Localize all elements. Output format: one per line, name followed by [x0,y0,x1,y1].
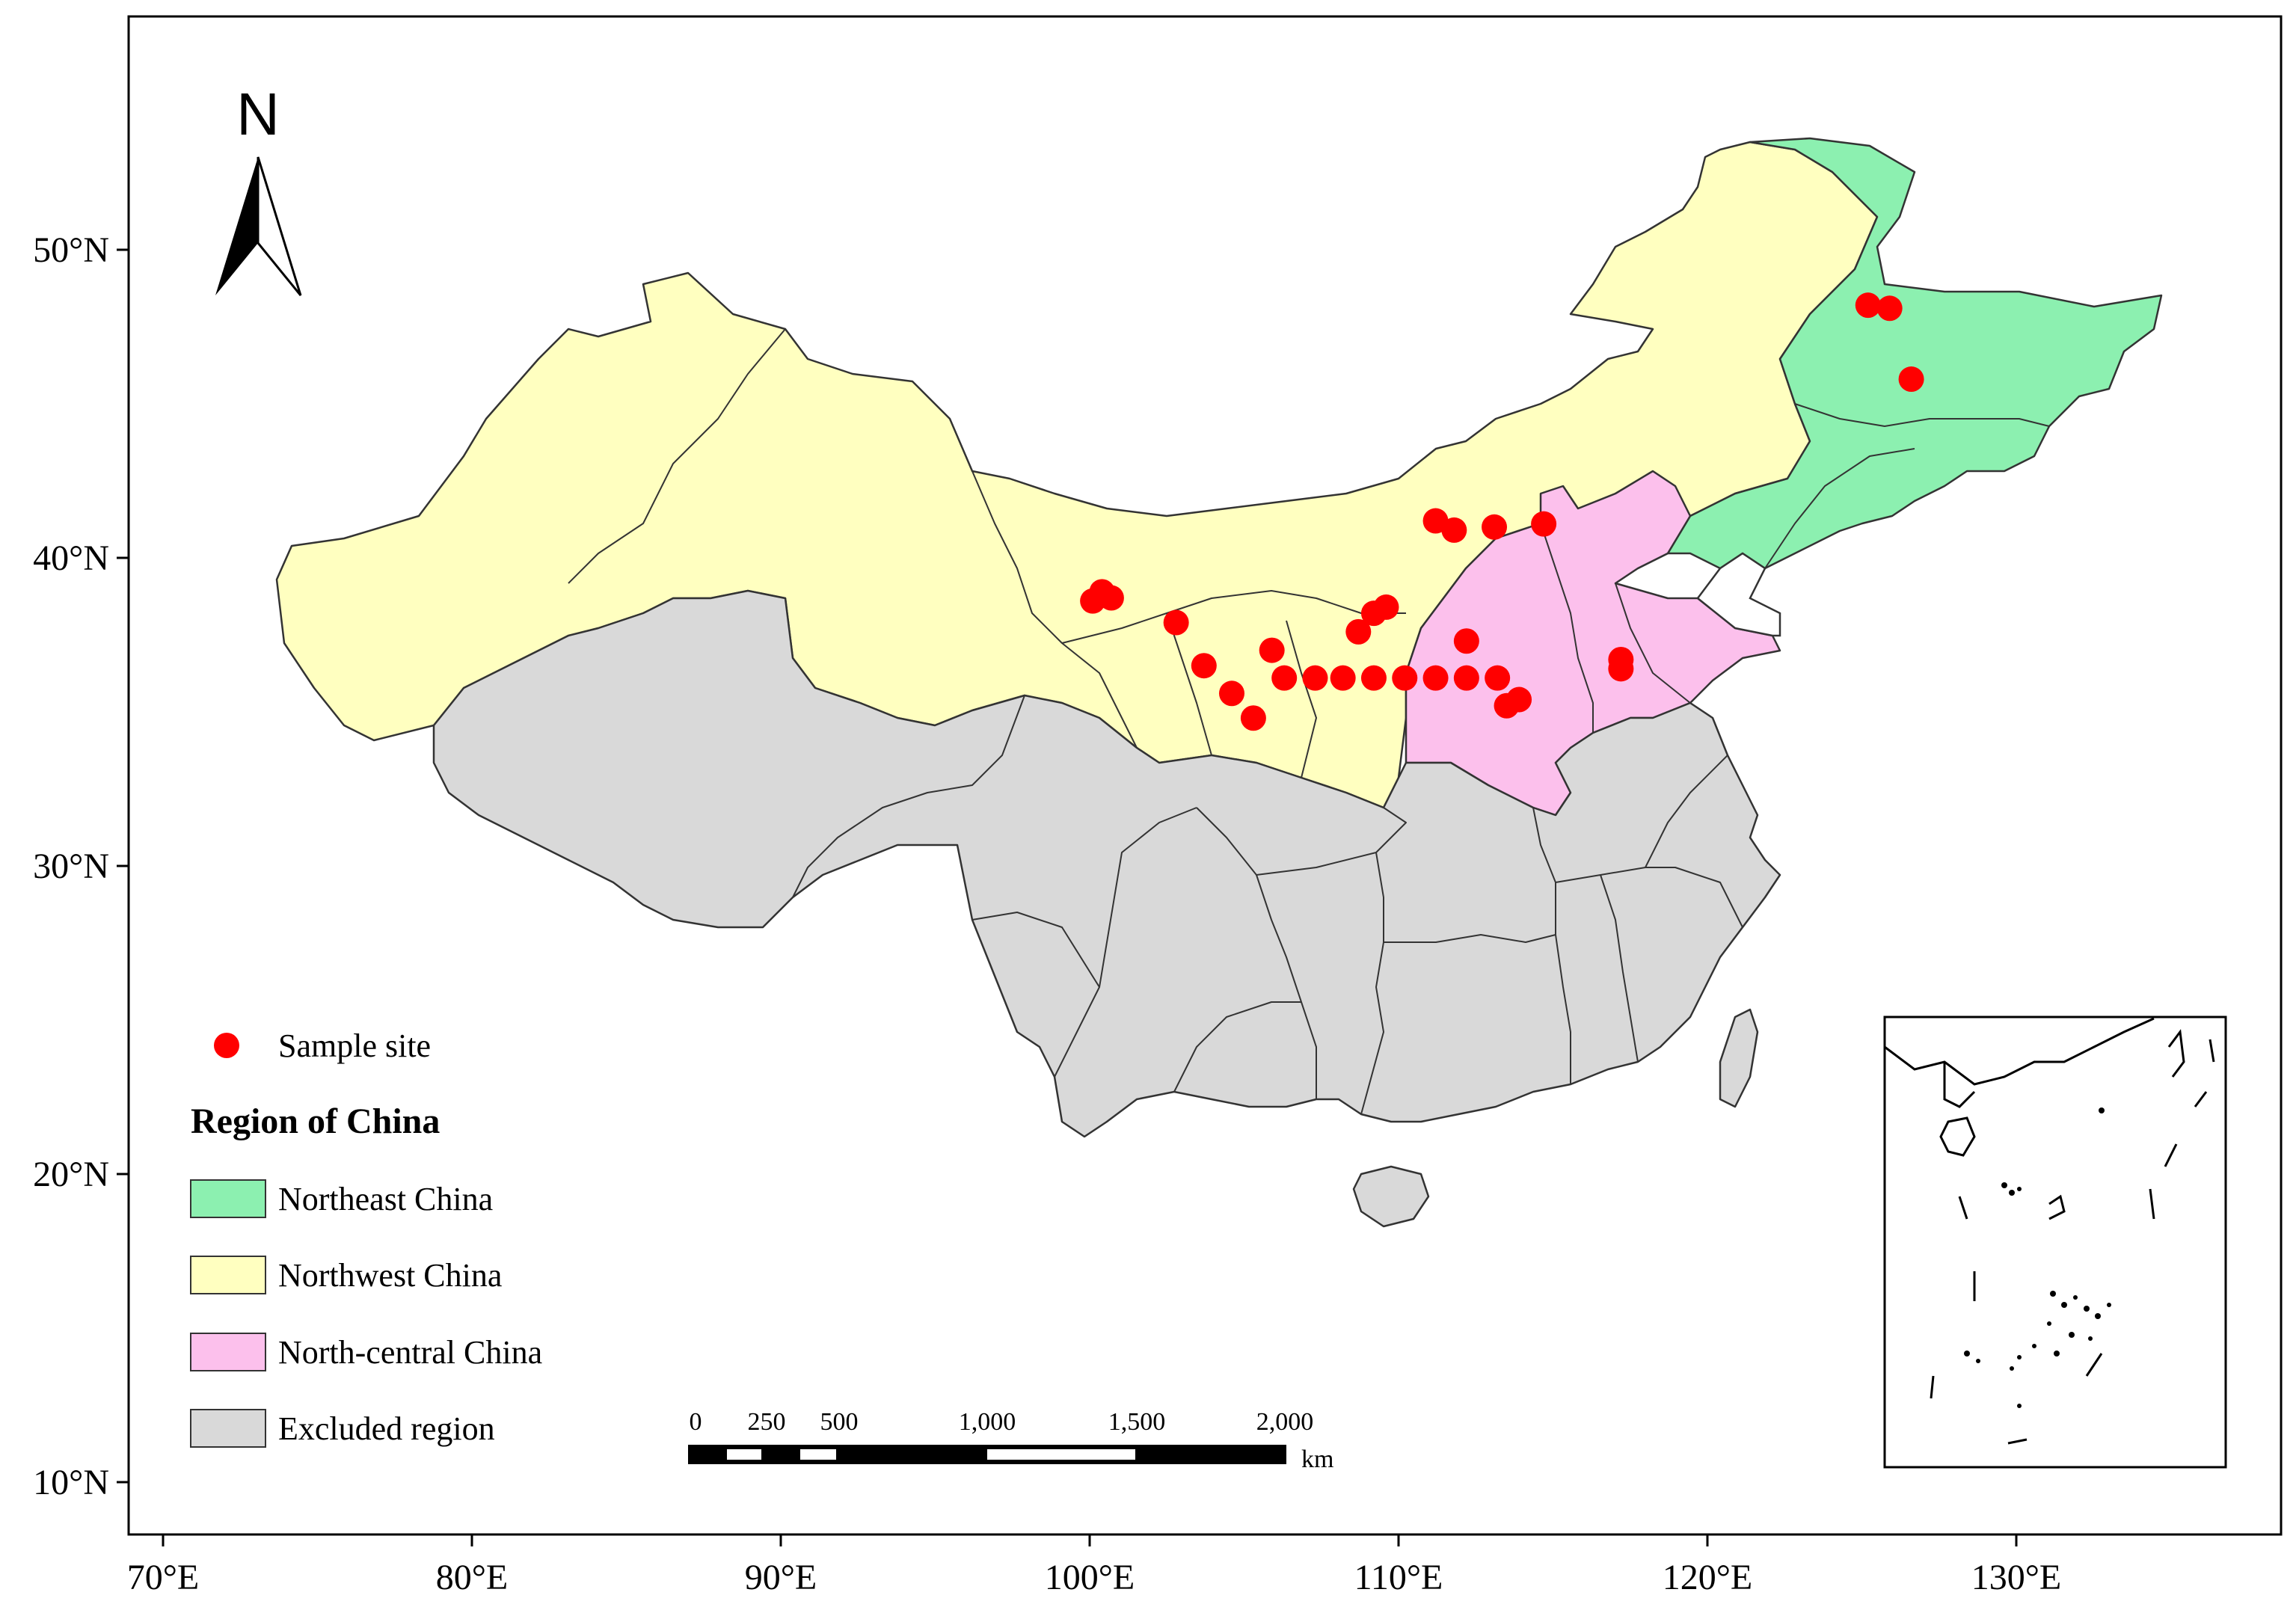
taiwan-island [1719,1008,1759,1108]
sample-site-marker [1373,594,1399,620]
north-arrow-label: N [236,81,280,147]
x-tick-label: 130°E [1971,1558,2062,1597]
scale-label-0: 0 [690,1408,702,1436]
sample-site-marker [1191,653,1217,679]
y-tick-label: 50°N [33,230,109,270]
legend: Sample site Region of China Northeast Ch… [190,1027,542,1448]
legend-sample-marker [214,1033,239,1058]
scale-label-500: 500 [820,1408,859,1436]
sample-site-marker [1218,680,1244,707]
sample-site-marker [1485,665,1511,691]
sample-site-marker [1422,665,1449,691]
sample-sites [1080,292,1924,731]
scale-label-1000: 1,000 [959,1408,1016,1436]
y-tick-label: 40°N [33,538,109,578]
bohai-sea [1696,552,1781,637]
sample-site-marker [1098,585,1124,611]
legend-label-northwest: Northwest China [278,1257,502,1294]
x-tick-label: 90°E [745,1558,817,1597]
sample-site-marker [1898,366,1924,393]
sample-site-marker [1271,665,1298,691]
y-tick-label: 20°N [33,1155,109,1194]
y-tick-label: 10°N [33,1463,109,1502]
sample-site-marker [1453,628,1479,654]
x-tick-label: 100°E [1045,1558,1135,1597]
x-tick-label: 120°E [1663,1558,1753,1597]
province-borders [568,328,2050,1115]
legend-swatch-northeast [190,1179,266,1218]
legend-label-north-central: North-central China [278,1334,542,1371]
scale-label-250: 250 [748,1408,786,1436]
scale-label-2000: 2,000 [1256,1408,1314,1436]
legend-label-excluded: Excluded region [278,1410,495,1447]
legend-swatch-north-central [190,1333,266,1371]
sample-site-marker [1855,292,1881,319]
sample-site-marker [1240,705,1266,731]
sample-site-marker [1392,665,1418,691]
sample-site-marker [1876,295,1903,322]
x-tick-label: 110°E [1354,1558,1443,1597]
sample-site-marker [1608,656,1634,682]
legend-sample-label: Sample site [278,1027,431,1064]
legend-title: Region of China [191,1102,440,1141]
scale-label-1500: 1,500 [1108,1408,1166,1436]
hainan-island [1352,1165,1430,1228]
scale-unit: km [1301,1445,1333,1473]
inset-map [1883,1016,2227,1469]
sample-site-marker [1345,618,1372,645]
sample-site-marker [1531,511,1557,537]
sample-site-marker [1163,609,1189,636]
sample-site-marker [1506,686,1532,713]
x-axis: 70°E 80°E 90°E 100°E 110°E 120°E 130°E [127,1534,2062,1597]
legend-label-northeast: Northeast China [278,1181,493,1217]
inset-frame [1883,1016,2227,1469]
x-tick-label: 80°E [436,1558,509,1597]
y-axis: 50°N 40°N 30°N 20°N 10°N [33,230,129,1502]
region-northeast-china [1666,137,2163,570]
sample-site-marker [1259,637,1285,663]
scale-bar: 0 250 500 1,000 1,500 2,000 km [688,1408,1333,1473]
region-excluded [432,589,1781,1138]
north-arrow-icon: N [215,81,302,296]
sample-site-marker [1441,517,1467,543]
legend-swatch-northwest [190,1256,266,1294]
legend-swatch-excluded [190,1409,266,1448]
sample-site-marker [1453,665,1479,691]
sample-site-marker [1330,665,1356,691]
x-tick-label: 70°E [127,1558,200,1597]
y-tick-label: 30°N [33,847,109,886]
sample-site-marker [1482,514,1508,540]
sample-site-marker [1360,665,1387,691]
sample-site-marker [1302,665,1328,691]
